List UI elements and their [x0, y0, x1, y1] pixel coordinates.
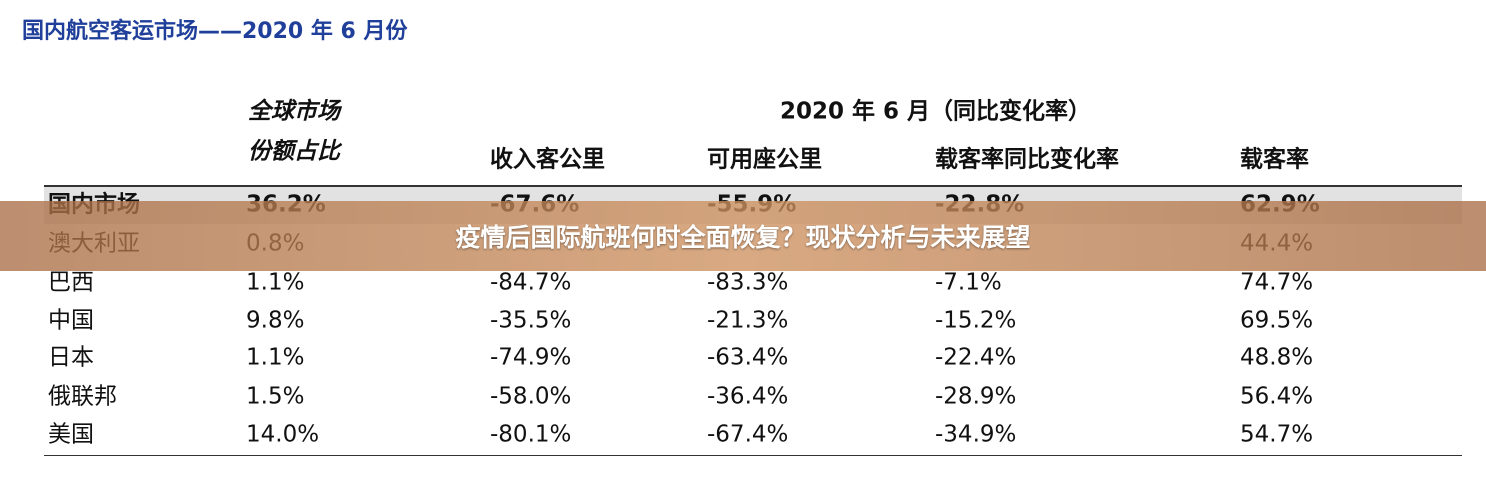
cell: -84.7%: [490, 269, 572, 296]
column-header: 可用座公里: [707, 146, 822, 173]
share-header: 份额占比: [248, 138, 340, 165]
cell: -63.4%: [707, 344, 789, 371]
cell: -74.9%: [490, 344, 572, 371]
row-label: 日本: [48, 344, 94, 371]
column-header: 载客率: [1240, 146, 1309, 173]
cell: 1.1%: [246, 344, 305, 371]
cell: -22.4%: [935, 344, 1017, 371]
bottom-rule: [44, 455, 1462, 456]
cell: -58.0%: [490, 383, 572, 410]
page-title: 国内航空客运市场——2020 年 6 月份: [22, 19, 408, 44]
cell: -21.3%: [707, 307, 789, 334]
cell: 9.8%: [246, 307, 305, 334]
row-label: 美国: [48, 421, 94, 448]
share-header: 全球市场: [248, 98, 340, 125]
cell: -67.4%: [707, 421, 789, 448]
cell: -36.4%: [707, 383, 789, 410]
cell: 74.7%: [1240, 269, 1314, 296]
row-label: 中国: [48, 307, 94, 334]
cell: 54.7%: [1240, 421, 1314, 448]
cell: -28.9%: [935, 383, 1017, 410]
cell: -83.3%: [707, 269, 789, 296]
cell: 48.8%: [1240, 344, 1314, 371]
cell: 56.4%: [1240, 383, 1314, 410]
header-rule: [44, 185, 1462, 187]
row-label: 巴西: [48, 269, 94, 296]
banner-text: 疫情后国际航班何时全面恢复？现状分析与未来展望: [455, 223, 1031, 252]
cell: -7.1%: [935, 269, 1002, 296]
group-header: 2020 年 6 月（同比变化率）: [780, 98, 1092, 125]
cell: 1.5%: [246, 383, 305, 410]
column-header: 收入客公里: [490, 146, 605, 173]
cell: -15.2%: [935, 307, 1017, 334]
cell: -80.1%: [490, 421, 572, 448]
cell: 69.5%: [1240, 307, 1314, 334]
column-header: 载客率同比变化率: [935, 146, 1119, 173]
cell: 14.0%: [246, 421, 320, 448]
overlay-banner: 疫情后国际航班何时全面恢复？现状分析与未来展望: [0, 201, 1486, 271]
cell: 1.1%: [246, 269, 305, 296]
cell: -34.9%: [935, 421, 1017, 448]
row-label: 俄联邦: [48, 383, 117, 410]
cell: -35.5%: [490, 307, 572, 334]
